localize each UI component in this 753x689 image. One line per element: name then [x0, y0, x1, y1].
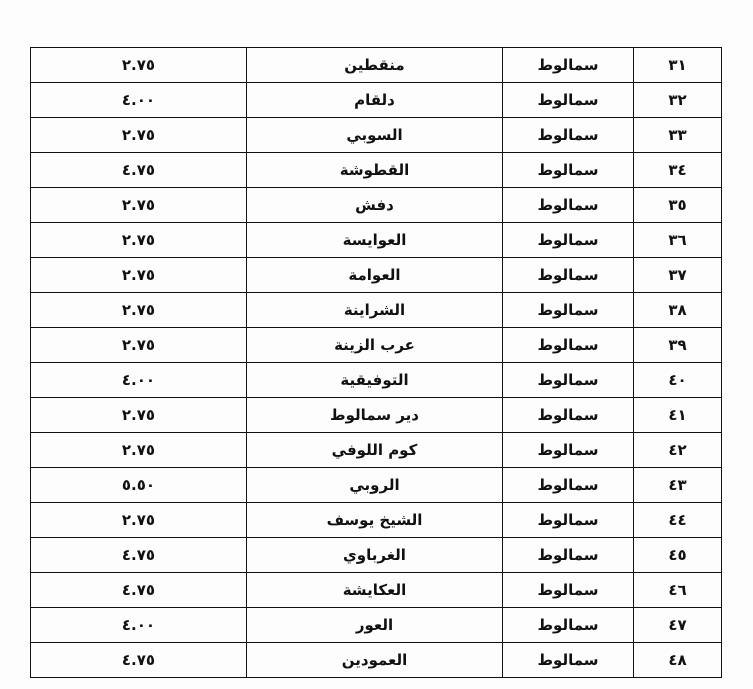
value: ٢.٧٥	[30, 292, 247, 328]
table-row: ٣٩ سمالوط عرب الزينة ٢.٧٥	[30, 327, 722, 363]
value: ٢.٧٥	[30, 432, 247, 468]
table-row: ٣١ سمالوط منقطين ٢.٧٥	[30, 47, 722, 83]
value: ٥.٥٠	[30, 467, 247, 503]
row-number: ٣٥	[633, 187, 722, 223]
village: العور	[246, 607, 503, 643]
village: منقطين	[246, 47, 503, 83]
district: سمالوط	[502, 502, 634, 538]
district: سمالوط	[502, 467, 634, 503]
value: ٢.٧٥	[30, 327, 247, 363]
row-number: ٣٤	[633, 152, 722, 188]
value: ٤.٠٠	[30, 607, 247, 643]
district: سمالوط	[502, 82, 634, 118]
table-row: ٣٨ سمالوط الشراينة ٢.٧٥	[30, 292, 722, 328]
table-row: ٣٦ سمالوط العوايسة ٢.٧٥	[30, 222, 722, 258]
table-row: ٤٠ سمالوط التوفيقية ٤.٠٠	[30, 362, 722, 398]
row-number: ٣٨	[633, 292, 722, 328]
village: دير سمالوط	[246, 397, 503, 433]
row-number: ٣٣	[633, 117, 722, 153]
table-row: ٣٢ سمالوط دلقام ٤.٠٠	[30, 82, 722, 118]
table-row: ٣٧ سمالوط العوامة ٢.٧٥	[30, 257, 722, 293]
district: سمالوط	[502, 537, 634, 573]
village: كوم اللوفي	[246, 432, 503, 468]
value: ٢.٧٥	[30, 47, 247, 83]
village: العوايسة	[246, 222, 503, 258]
village: العوامة	[246, 257, 503, 293]
village: دفش	[246, 187, 503, 223]
village: الشيخ يوسف	[246, 502, 503, 538]
village: عرب الزينة	[246, 327, 503, 363]
row-number: ٣١	[633, 47, 722, 83]
district: سمالوط	[502, 572, 634, 608]
district: سمالوط	[502, 642, 634, 678]
row-number: ٣٩	[633, 327, 722, 363]
table-row: ٣٥ سمالوط دفش ٢.٧٥	[30, 187, 722, 223]
row-number: ٤٢	[633, 432, 722, 468]
village: العكايشة	[246, 572, 503, 608]
row-number: ٤٤	[633, 502, 722, 538]
table-row: ٤٦ سمالوط العكايشة ٤.٧٥	[30, 572, 722, 608]
value: ٢.٧٥	[30, 222, 247, 258]
value: ٢.٧٥	[30, 502, 247, 538]
table-row: ٤٧ سمالوط العور ٤.٠٠	[30, 607, 722, 643]
district: سمالوط	[502, 607, 634, 643]
value: ٢.٧٥	[30, 187, 247, 223]
table-row: ٣٣ سمالوط السوبي ٢.٧٥	[30, 117, 722, 153]
district: سمالوط	[502, 292, 634, 328]
table-row: ٣٤ سمالوط القطوشة ٤.٧٥	[30, 152, 722, 188]
district: سمالوط	[502, 187, 634, 223]
village: القطوشة	[246, 152, 503, 188]
district: سمالوط	[502, 432, 634, 468]
row-number: ٤١	[633, 397, 722, 433]
village: الشراينة	[246, 292, 503, 328]
village: دلقام	[246, 82, 503, 118]
table-row: ٤٢ سمالوط كوم اللوفي ٢.٧٥	[30, 432, 722, 468]
table-row: ٤١ سمالوط دير سمالوط ٢.٧٥	[30, 397, 722, 433]
village: الغرباوي	[246, 537, 503, 573]
village: الروبي	[246, 467, 503, 503]
district: سمالوط	[502, 47, 634, 83]
row-number: ٤٧	[633, 607, 722, 643]
table-row: ٤٣ سمالوط الروبي ٥.٥٠	[30, 467, 722, 503]
district: سمالوط	[502, 397, 634, 433]
value: ٤.٠٠	[30, 82, 247, 118]
value: ٢.٧٥	[30, 397, 247, 433]
value: ٤.٧٥	[30, 572, 247, 608]
value: ٤.٧٥	[30, 642, 247, 678]
district: سمالوط	[502, 327, 634, 363]
row-number: ٣٦	[633, 222, 722, 258]
table-row: ٤٥ سمالوط الغرباوي ٤.٧٥	[30, 537, 722, 573]
village: التوفيقية	[246, 362, 503, 398]
village: السوبي	[246, 117, 503, 153]
row-number: ٣٢	[633, 82, 722, 118]
district: سمالوط	[502, 362, 634, 398]
district: سمالوط	[502, 257, 634, 293]
table-row: ٤٤ سمالوط الشيخ يوسف ٢.٧٥	[30, 502, 722, 538]
value: ٤.٠٠	[30, 362, 247, 398]
data-table: ٣١ سمالوط منقطين ٢.٧٥ ٣٢ سمالوط دلقام ٤.٠٠ ٣٣ سما…	[30, 47, 722, 678]
table-row: ٤٨ سمالوط العمودين ٤.٧٥	[30, 642, 722, 678]
row-number: ٤٠	[633, 362, 722, 398]
row-number: ٤٥	[633, 537, 722, 573]
value: ٢.٧٥	[30, 257, 247, 293]
row-number: ٤٦	[633, 572, 722, 608]
district: سمالوط	[502, 222, 634, 258]
value: ٤.٧٥	[30, 152, 247, 188]
row-number: ٣٧	[633, 257, 722, 293]
value: ٢.٧٥	[30, 117, 247, 153]
value: ٤.٧٥	[30, 537, 247, 573]
village: العمودين	[246, 642, 503, 678]
district: سمالوط	[502, 152, 634, 188]
row-number: ٤٣	[633, 467, 722, 503]
district: سمالوط	[502, 117, 634, 153]
row-number: ٤٨	[633, 642, 722, 678]
